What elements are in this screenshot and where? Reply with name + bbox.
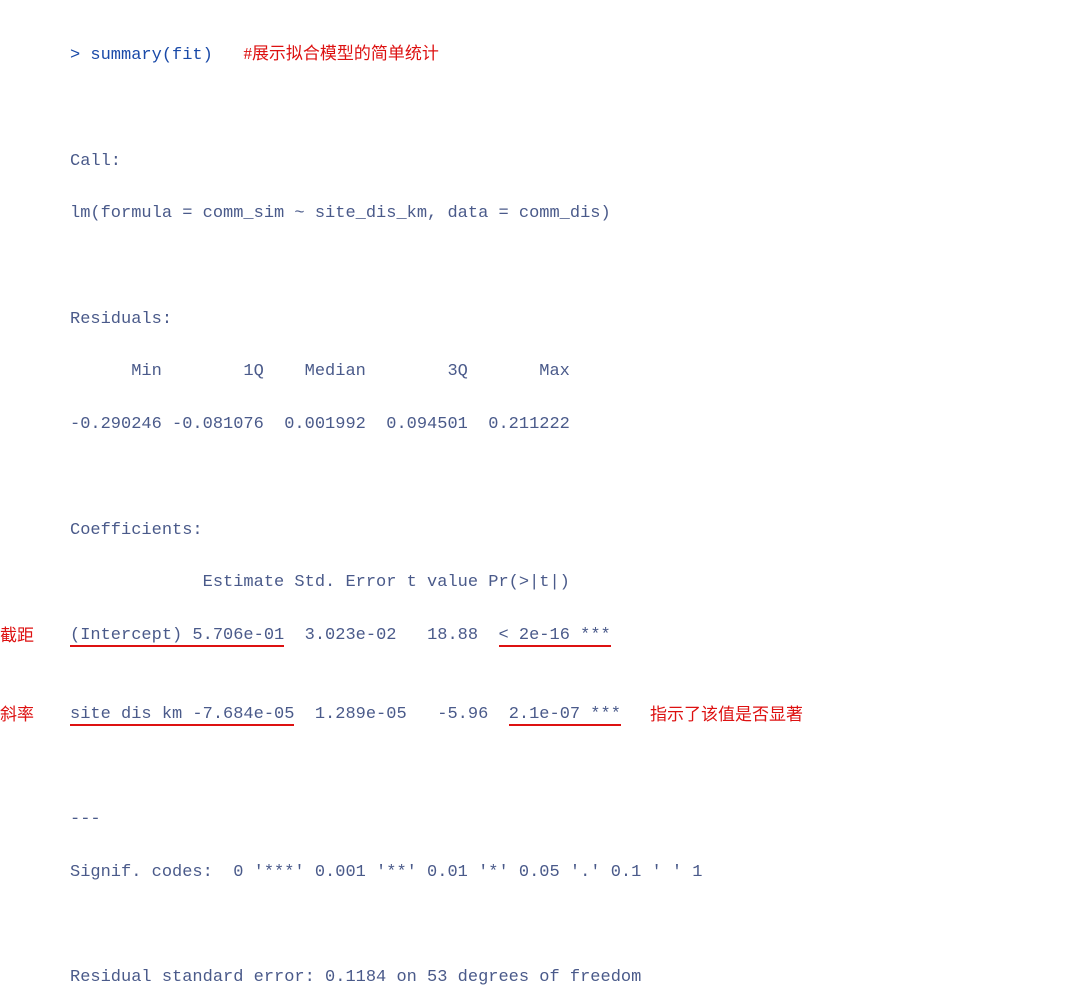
blank-line: [70, 913, 1080, 939]
slope-label: site dis km: [70, 705, 182, 726]
residuals-values: -0.290246 -0.081076 0.001992 0.094501 0.…: [70, 412, 1080, 438]
coefficients-header: Coefficients:: [70, 518, 1080, 544]
prompt: >: [70, 46, 90, 65]
blank-line: [70, 96, 1080, 122]
r-console-output: > summary(fit) #展示拟合模型的简单统计 Call: lm(for…: [70, 15, 1080, 1006]
annotation-significance: 指示了该值是否显著: [650, 702, 803, 728]
intercept-label: (Intercept): [70, 626, 182, 647]
coefficients-colnames: Estimate Std. Error t value Pr(>|t|): [70, 570, 1080, 596]
intercept-row: (Intercept) 5.706e-01 3.023e-02 18.88 < …: [70, 623, 1080, 676]
slope-row: site dis km -7.684e-05 1.289e-05 -5.96 2…: [70, 702, 1080, 781]
dashes: ---: [70, 807, 1080, 833]
blank-line: [70, 254, 1080, 280]
blank-line: [70, 465, 1080, 491]
command-text: summary(fit): [90, 46, 212, 65]
intercept-pvalue: < 2e-16 ***: [499, 626, 611, 647]
call-header: Call:: [70, 149, 1080, 175]
intercept-estimate: 5.706e-01: [182, 626, 284, 647]
annotation-slope: 斜率: [0, 702, 34, 728]
command-line: > summary(fit) #展示拟合模型的简单统计: [70, 41, 1080, 69]
signif-codes: Signif. codes: 0 '***' 0.001 '**' 0.01 '…: [70, 860, 1080, 886]
residuals-header: Residuals:: [70, 307, 1080, 333]
annotation-intercept: 截距: [0, 623, 34, 649]
residuals-names: Min 1Q Median 3Q Max: [70, 359, 1080, 385]
call-body: lm(formula = comm_sim ~ site_dis_km, dat…: [70, 201, 1080, 227]
slope-estimate: -7.684e-05: [182, 705, 294, 726]
slope-pvalue: 2.1e-07 ***: [509, 705, 621, 726]
comment-text: #展示拟合模型的简单统计: [243, 44, 439, 63]
residual-std-error: Residual standard error: 0.1184 on 53 de…: [70, 965, 1080, 991]
